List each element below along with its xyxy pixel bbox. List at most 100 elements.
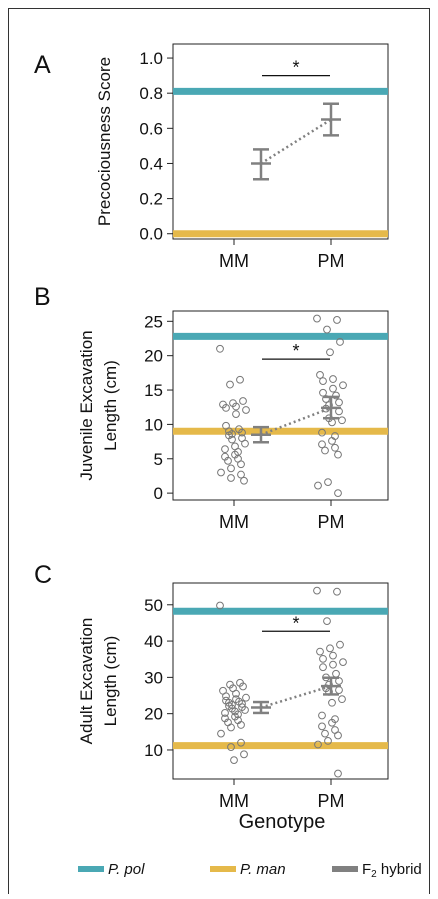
data-point xyxy=(334,450,342,459)
data-point xyxy=(316,647,324,656)
plot-frame xyxy=(172,43,389,240)
data-point xyxy=(333,587,341,596)
y-axis-label: Length (cm) xyxy=(101,636,120,727)
y-tick-label: 50 xyxy=(144,596,163,615)
y-tick-label: 0.4 xyxy=(139,154,163,173)
y-axis-label: Adult Excavation xyxy=(77,618,96,745)
data-point xyxy=(338,416,346,425)
y-tick-label: 15 xyxy=(144,381,163,400)
data-point xyxy=(240,750,248,759)
y-tick-label: 10 xyxy=(144,415,163,434)
panel-c: 10 20 30 40 50 Adult Excavation Length (cm) MM P… xyxy=(77,582,389,811)
x-axis-title: Genotype xyxy=(239,811,326,833)
x-tick-label: MM xyxy=(219,251,249,271)
y-tick-label: 20 xyxy=(144,705,163,724)
data-point xyxy=(332,669,340,678)
data-point xyxy=(314,740,322,749)
data-point xyxy=(328,698,336,707)
y-tick-label: 10 xyxy=(144,741,163,760)
data-point xyxy=(318,722,326,731)
y-tick-label: 40 xyxy=(144,632,163,651)
data-point xyxy=(332,391,340,400)
data-point xyxy=(236,375,244,384)
data-point xyxy=(217,729,225,738)
data-point xyxy=(238,428,246,437)
data-point xyxy=(222,692,230,701)
x-tick-label: PM xyxy=(318,791,345,811)
data-point xyxy=(227,743,235,751)
plot-frame xyxy=(172,582,389,780)
data-point xyxy=(339,381,347,390)
data-point xyxy=(237,470,245,479)
y-tick-label: 5 xyxy=(154,450,163,469)
data-point xyxy=(329,651,337,660)
legend-label: F2 hybrid xyxy=(362,861,422,880)
data-point xyxy=(232,402,240,411)
legend-label: P. man xyxy=(240,861,286,878)
significance-star: * xyxy=(292,341,299,361)
y-tick-label: 30 xyxy=(144,668,163,687)
data-point xyxy=(224,456,232,465)
y-axis-label: Juvenile Excavation xyxy=(77,330,96,480)
y-tick-label: 25 xyxy=(144,312,163,331)
data-point xyxy=(221,709,229,717)
data-point xyxy=(328,436,336,445)
data-point xyxy=(318,711,326,720)
data-point xyxy=(329,384,337,393)
data-point xyxy=(334,731,342,740)
x-tick-label: MM xyxy=(219,791,249,811)
means-connector xyxy=(260,684,332,709)
y-axis-label: Length (cm) xyxy=(101,360,120,451)
data-point xyxy=(227,723,235,732)
figure-frame xyxy=(8,8,430,894)
data-point xyxy=(321,729,329,738)
data-point xyxy=(323,617,331,626)
data-point xyxy=(318,440,326,449)
significance-star: * xyxy=(292,58,299,78)
legend: P. pol P. man F2 hybrid xyxy=(78,861,422,880)
data-point xyxy=(329,375,337,383)
data-point xyxy=(216,601,224,610)
data-point xyxy=(227,474,235,482)
data-point xyxy=(338,695,346,704)
means-connector xyxy=(260,118,332,165)
data-point xyxy=(319,654,327,663)
panel-a: 0.0 0.2 0.4 0.6 0.8 1.0 Precociousness Score MM… xyxy=(95,43,389,271)
panel-label-a: A xyxy=(34,51,51,79)
data-point xyxy=(326,348,334,357)
data-point xyxy=(240,476,248,485)
data-point xyxy=(334,769,342,778)
data-point xyxy=(242,693,250,702)
data-point xyxy=(314,481,322,490)
data-point xyxy=(322,395,330,403)
data-point xyxy=(339,658,347,667)
data-point xyxy=(237,460,245,469)
y-tick-label: 0.2 xyxy=(139,190,163,209)
data-point xyxy=(326,644,334,653)
data-point xyxy=(313,586,321,595)
x-tick-label: MM xyxy=(219,512,249,532)
data-point xyxy=(217,468,225,477)
panel-label-b: B xyxy=(34,283,51,311)
significance-star: * xyxy=(292,613,299,633)
y-tick-label: 0.8 xyxy=(139,84,163,103)
data-point xyxy=(216,344,224,353)
data-point xyxy=(328,718,336,727)
data-point xyxy=(331,443,339,452)
data-point xyxy=(336,640,344,649)
y-tick-label: 0.0 xyxy=(139,225,163,244)
x-tick-label: PM xyxy=(318,251,345,271)
data-point xyxy=(232,410,240,418)
data-point xyxy=(323,325,331,334)
data-point xyxy=(324,478,332,487)
data-point xyxy=(242,406,250,414)
y-tick-label: 20 xyxy=(144,347,163,366)
y-axis-label: Precociousness Score xyxy=(95,57,114,226)
data-point xyxy=(227,464,235,473)
y-tick-label: 0.6 xyxy=(139,119,163,138)
data-point xyxy=(336,338,344,346)
data-point xyxy=(318,428,326,437)
data-point xyxy=(319,663,327,672)
data-point xyxy=(239,682,247,691)
